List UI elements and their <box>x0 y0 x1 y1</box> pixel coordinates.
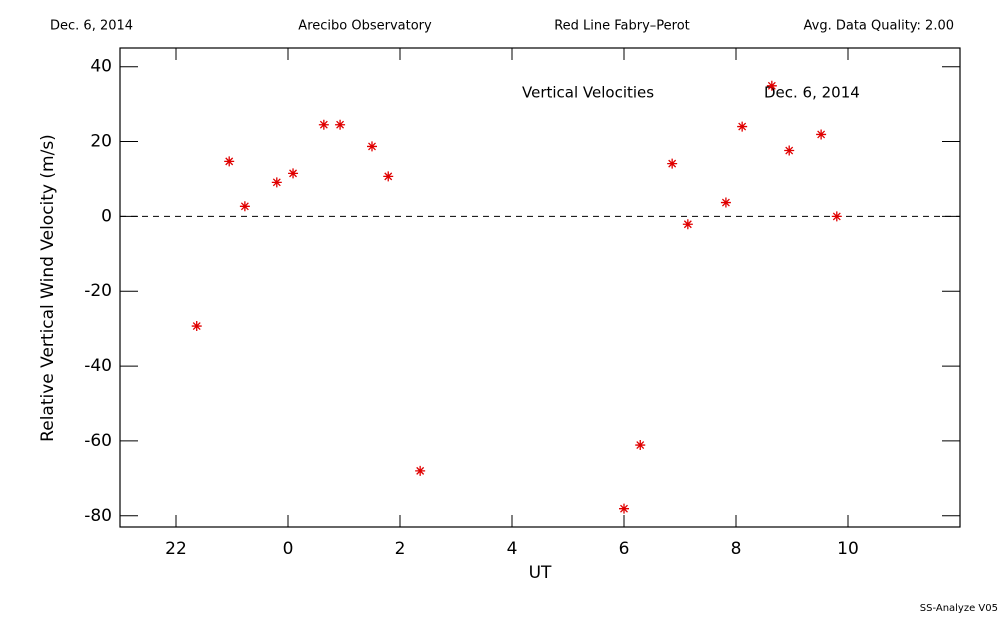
x-axis-label: UT <box>529 563 552 583</box>
annotation: Dec. 6, 2014 <box>764 84 860 102</box>
point <box>271 177 282 188</box>
header-date: Dec. 6, 2014 <box>50 19 133 34</box>
point <box>737 121 748 132</box>
y-tick-label: -80 <box>84 506 112 526</box>
point <box>619 503 629 514</box>
x-tick-label: 4 <box>507 539 518 559</box>
point <box>288 168 299 179</box>
header-site: Arecibo Observatory <box>298 19 432 34</box>
point <box>224 156 235 167</box>
point <box>720 197 731 208</box>
point <box>831 211 842 222</box>
point <box>239 201 250 212</box>
x-tick-label: 6 <box>619 539 630 559</box>
point <box>318 119 329 130</box>
y-axis-label: Relative Vertical Wind Velocity (m/s) <box>38 134 58 442</box>
point <box>367 141 377 152</box>
y-tick-label: 0 <box>101 206 112 226</box>
point <box>415 465 426 476</box>
point <box>816 129 827 140</box>
point <box>191 321 202 332</box>
annotation: Vertical Velocities <box>522 84 654 102</box>
point <box>667 158 678 169</box>
point <box>784 145 795 156</box>
x-tick-label: 0 <box>283 539 294 559</box>
plot-frame <box>119 47 961 528</box>
y-tick-label: 40 <box>90 57 112 77</box>
y-tick-label: -40 <box>84 356 112 376</box>
point <box>766 80 777 91</box>
x-tick-label: 22 <box>165 539 187 559</box>
y-tick-label: -20 <box>84 281 112 301</box>
footer: SS-Analyze V05 <box>920 603 998 614</box>
header-instrument: Red Line Fabry–Perot <box>554 19 690 34</box>
header-quality: Avg. Data Quality: 2.00 <box>804 19 954 34</box>
point <box>335 119 346 130</box>
y-tick-label: -60 <box>84 431 112 451</box>
x-tick-label: 8 <box>731 539 742 559</box>
point <box>682 219 693 230</box>
point <box>635 440 646 451</box>
x-tick-label: 2 <box>395 539 406 559</box>
y-tick-label: 20 <box>90 132 112 152</box>
x-tick-label: 10 <box>837 539 859 559</box>
point <box>383 171 394 182</box>
